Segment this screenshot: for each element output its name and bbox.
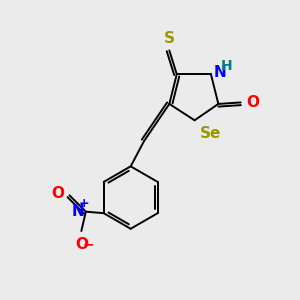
Text: S: S xyxy=(164,31,175,46)
Text: O: O xyxy=(246,95,259,110)
Text: +: + xyxy=(79,197,90,210)
Text: Se: Se xyxy=(200,126,221,141)
Text: O: O xyxy=(75,237,88,252)
Text: −: − xyxy=(83,237,94,251)
Text: N: N xyxy=(72,204,84,219)
Text: H: H xyxy=(220,59,232,73)
Text: O: O xyxy=(51,186,64,201)
Text: N: N xyxy=(213,65,226,80)
